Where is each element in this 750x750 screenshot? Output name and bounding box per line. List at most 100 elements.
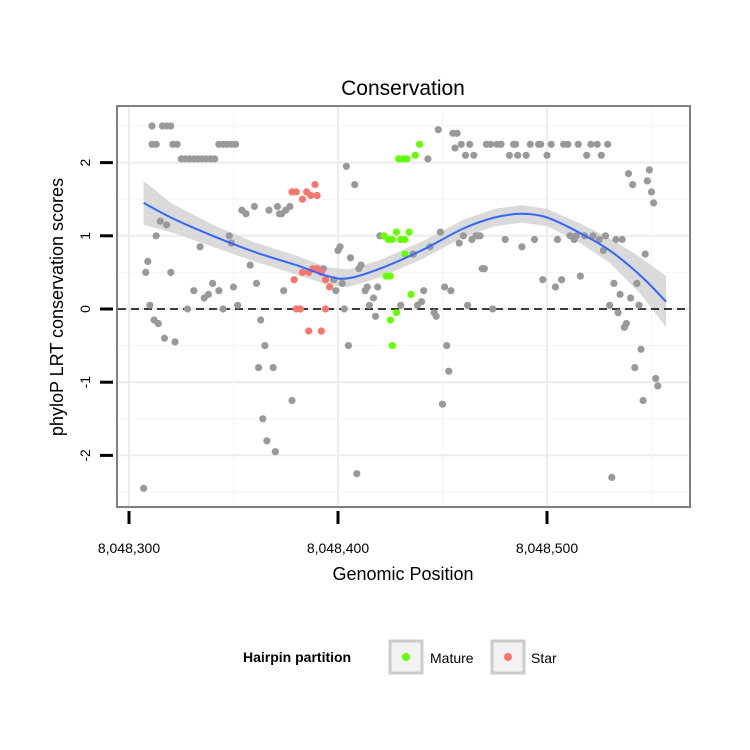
point-mature (386, 272, 394, 280)
point-other (167, 122, 175, 130)
point-star (311, 181, 319, 189)
point-other (650, 199, 658, 207)
legend-title: Hairpin partition (243, 649, 351, 665)
point-other (511, 140, 520, 148)
point-other (616, 290, 624, 298)
point-other (418, 298, 426, 306)
point-other (196, 243, 204, 251)
point-other (229, 283, 238, 291)
point-other (587, 140, 595, 148)
point-other (451, 144, 459, 152)
point-mature (392, 309, 401, 317)
point-other (652, 374, 660, 383)
point-other (543, 151, 551, 159)
point-other (457, 140, 465, 148)
point-other (480, 265, 488, 273)
point-other (286, 202, 294, 211)
point-other (597, 151, 605, 159)
point-other (470, 151, 478, 159)
point-other (250, 202, 258, 211)
smooth-fit-curve (143, 202, 667, 303)
point-other (641, 250, 649, 258)
point-other (476, 232, 484, 240)
point-other (505, 151, 513, 159)
x-tick-label: 8,048,500 (516, 540, 578, 556)
point-other (614, 309, 622, 317)
point-other (372, 312, 380, 320)
point-other (140, 484, 148, 492)
point-mature (403, 155, 411, 163)
point-other (374, 283, 382, 291)
point-other (637, 345, 645, 353)
y-tick-label: 2 (77, 158, 93, 166)
smooth-fit-line (143, 202, 667, 303)
point-other (225, 232, 233, 240)
y-axis-label: phyloP LRT conservation scores (47, 178, 67, 436)
point-other (453, 129, 461, 137)
point-other (353, 470, 361, 478)
point-other (346, 254, 355, 262)
point-other (639, 396, 647, 405)
point-other (397, 301, 405, 309)
point-other (624, 170, 633, 178)
point-mature (401, 235, 409, 244)
point-other (612, 235, 620, 244)
point-other (514, 151, 522, 159)
axes: -2 -1 0 1 2 8,048,300 8,048,400 8,048,500 (77, 158, 578, 556)
point-other (265, 206, 273, 214)
y-tick-label: 1 (77, 232, 93, 240)
point-other (211, 155, 219, 163)
point-other (263, 437, 271, 445)
point-other (553, 235, 562, 244)
point-other (595, 235, 603, 244)
point-other (610, 279, 618, 287)
point-other (242, 210, 250, 218)
point-mature (411, 151, 419, 159)
point-other (558, 276, 566, 284)
legend-star-swatch (504, 653, 512, 661)
point-other (441, 283, 449, 291)
point-other (618, 235, 626, 244)
point-other (438, 400, 447, 408)
point-other (459, 232, 467, 240)
point-mature (401, 250, 409, 258)
point-other (654, 382, 662, 390)
point-other (420, 287, 428, 295)
point-other (340, 305, 348, 313)
point-other (631, 364, 639, 372)
point-other (572, 232, 580, 240)
point-other (336, 243, 344, 251)
point-other (518, 243, 526, 251)
point-other (148, 122, 156, 130)
point-other (436, 228, 444, 236)
point-star (292, 188, 300, 196)
point-other (574, 140, 582, 148)
point-other (146, 301, 154, 309)
point-other (259, 415, 267, 423)
point-other (344, 342, 352, 350)
point-other (232, 140, 240, 148)
point-other (432, 312, 440, 320)
point-star (290, 276, 298, 284)
point-star (317, 327, 325, 335)
point-other (526, 140, 534, 148)
point-other (551, 283, 560, 291)
point-other (369, 294, 378, 302)
point-star (321, 305, 330, 313)
point-other (152, 232, 160, 240)
point-other (167, 268, 175, 276)
point-other (547, 140, 555, 148)
point-other (633, 279, 641, 287)
point-other (443, 342, 451, 350)
point-other (154, 320, 162, 328)
point-other (338, 279, 346, 287)
point-mature (388, 342, 396, 350)
point-other (539, 276, 547, 284)
point-other (583, 151, 591, 159)
point-other (204, 290, 212, 298)
legend-label-mature: Mature (430, 650, 474, 666)
point-other (645, 166, 654, 174)
point-star (307, 191, 315, 200)
point-other (487, 140, 495, 148)
